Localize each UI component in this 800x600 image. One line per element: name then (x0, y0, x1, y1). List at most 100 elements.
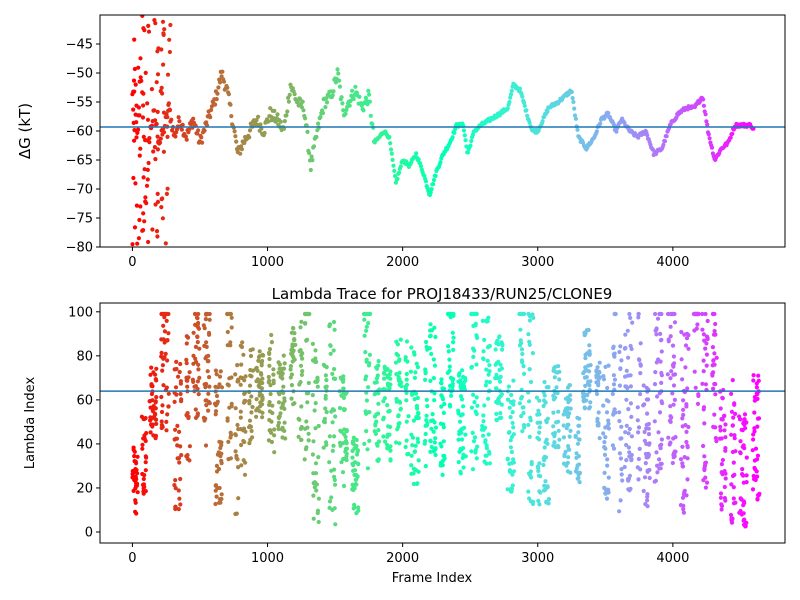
lambda-point (393, 360, 399, 365)
lambda-point (365, 466, 370, 471)
lambda-point (545, 441, 550, 446)
lambda-point (561, 423, 566, 428)
dg-point (414, 151, 419, 156)
lambda-point (484, 379, 489, 384)
dg-point (347, 103, 352, 108)
lambda-point (645, 494, 650, 499)
lambda-point (537, 425, 542, 430)
lambda-point (321, 445, 326, 450)
lambda-point (507, 405, 512, 410)
lambda-point (228, 340, 233, 345)
lambda-point (260, 376, 265, 381)
dg-point (340, 101, 345, 106)
lambda-point (668, 324, 673, 329)
lambda-point (460, 368, 465, 373)
dg-point (701, 103, 707, 108)
lambda-point (658, 331, 663, 336)
lambda-point (566, 444, 571, 449)
lambda-point (290, 344, 295, 349)
lambda-point (485, 358, 490, 363)
lambda-point (276, 400, 282, 405)
lambda-point (627, 426, 632, 432)
lambda-point (412, 449, 418, 454)
lambda-point (330, 448, 335, 453)
lambda-point (446, 349, 451, 354)
lambda-point (430, 412, 435, 417)
lambda-point (552, 375, 557, 380)
lambda-point (672, 397, 678, 402)
lambda-point (306, 431, 311, 436)
lambda-point (645, 468, 650, 473)
lambda-point (148, 372, 153, 377)
lambda-point (173, 436, 178, 441)
dg-point (247, 128, 253, 133)
lambda-point (247, 383, 253, 388)
lambda-point (382, 376, 387, 381)
lambda-point (750, 448, 755, 453)
lambda-point (337, 405, 343, 411)
lambda-point (337, 440, 343, 445)
dg-point (311, 144, 317, 149)
lambda-point (473, 447, 478, 453)
lambda-point (272, 450, 277, 455)
lambda-point (666, 435, 671, 440)
lambda-point (427, 346, 432, 351)
lambda-point (681, 507, 686, 512)
lambda-point (563, 396, 569, 401)
lambda-point (385, 434, 390, 439)
dg-point (540, 119, 545, 124)
lambda-point (702, 421, 707, 426)
lambda-point (147, 399, 152, 404)
lambda-point (606, 363, 611, 368)
lambda-point (624, 368, 629, 373)
lambda-point (624, 423, 629, 428)
lambda-point (184, 361, 189, 366)
lambda-point (277, 392, 282, 397)
lambda-point (164, 428, 169, 433)
lambda-point (141, 436, 146, 441)
dg-point (136, 65, 141, 70)
dg-point (308, 167, 313, 173)
lambda-point (403, 384, 408, 389)
lambda-point (330, 420, 335, 425)
lambda-point (659, 349, 664, 354)
lambda-point (683, 365, 688, 370)
lambda-point (494, 411, 499, 416)
x-tick-label: 4000 (656, 255, 689, 270)
lambda-point (428, 449, 433, 454)
lambda-point (508, 445, 513, 450)
y-tick-label: 0 (85, 525, 93, 540)
lambda-point (433, 425, 438, 430)
dg-point (701, 97, 706, 102)
lambda-point (364, 357, 369, 362)
lambda-point (494, 417, 499, 422)
lambda-point (165, 338, 170, 343)
lambda-point (414, 361, 419, 366)
lambda-point (331, 443, 336, 448)
lambda-point (713, 392, 718, 397)
lambda-point (177, 496, 182, 501)
dg-point (393, 173, 398, 179)
lambda-point (363, 311, 368, 317)
lambda-point (324, 384, 329, 389)
lambda-point (225, 329, 230, 335)
dg-point (730, 131, 735, 136)
lambda-point (642, 438, 648, 443)
lambda-point (527, 318, 533, 323)
lambda-point (352, 468, 358, 473)
lambda-point (266, 374, 271, 380)
lambda-point (510, 410, 515, 415)
lambda-point (374, 365, 379, 370)
dg-point (343, 111, 348, 116)
lambda-point (637, 446, 642, 451)
lambda-point (521, 405, 526, 410)
lambda-point (638, 341, 643, 346)
lambda-point (327, 434, 332, 439)
lambda-point (705, 336, 710, 342)
lambda-point (679, 357, 684, 362)
lambda-point (133, 500, 138, 505)
dg-point (606, 111, 611, 116)
lambda-point (731, 496, 736, 501)
lambda-point (681, 510, 687, 515)
x-tick-label: 3000 (521, 255, 554, 270)
